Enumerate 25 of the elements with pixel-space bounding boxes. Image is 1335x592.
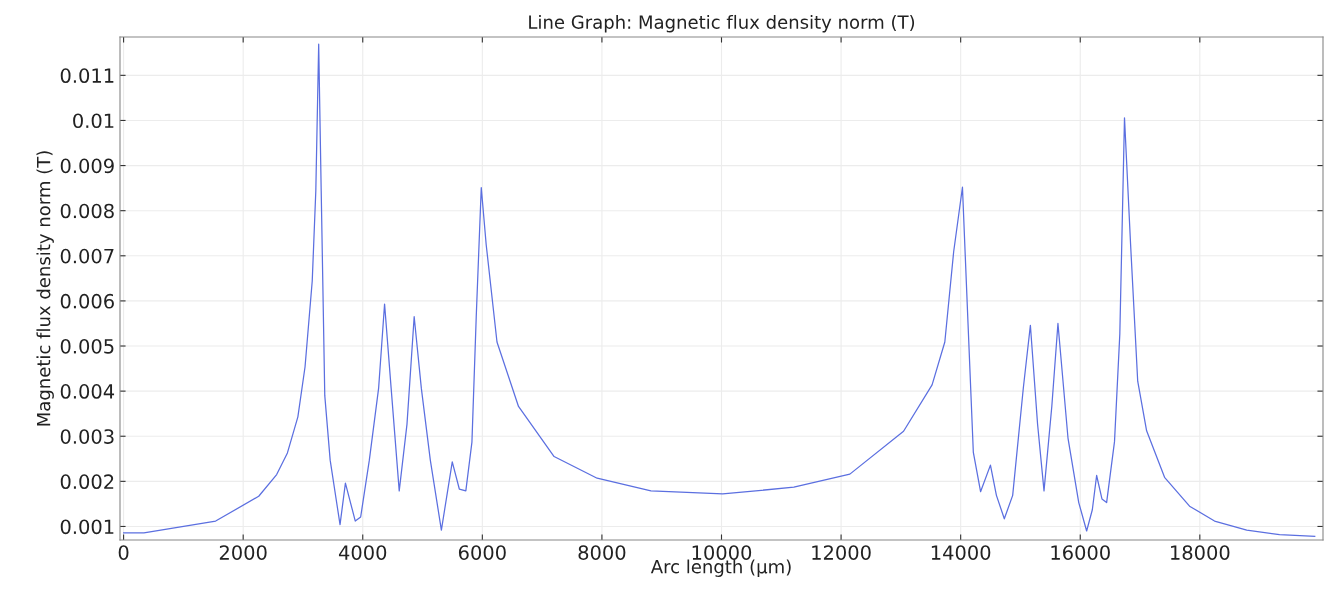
y-axis-title: Magnetic flux density norm (T): [36, 151, 54, 426]
y-tick-label: 0.007: [60, 248, 114, 264]
y-tick-label: 0.001: [60, 519, 114, 535]
x-tick-label: 14000: [931, 545, 991, 560]
x-tick-label: 6000: [458, 545, 506, 560]
x-tick-label: 18000: [1171, 545, 1230, 560]
x-tick-label: 2000: [219, 545, 267, 560]
y-tick-label: 0.009: [60, 158, 114, 174]
y-tick-label: 0.011: [60, 68, 114, 84]
y-tick-label: 0.003: [60, 429, 114, 444]
x-tick-label: 16000: [1051, 545, 1110, 560]
y-tick-label: 0.004: [60, 384, 115, 399]
y-tick-label: 0.01: [73, 113, 114, 129]
x-tick-label: 8000: [578, 545, 626, 560]
y-tick-label: 0.005: [60, 338, 114, 354]
x-axis-title: Arc length (µm): [650, 559, 791, 577]
x-tick-label: 12000: [812, 545, 871, 560]
x-tick-label: 10000: [692, 545, 752, 560]
y-tick-label: 0.008: [60, 203, 114, 219]
chart-title: Line Graph: Magnetic flux density norm (T): [529, 14, 915, 33]
y-tick-label: 0.006: [60, 293, 114, 309]
x-tick-label: 4000: [338, 545, 387, 560]
x-tick-label: 0: [118, 545, 129, 560]
y-tick-label: 0.002: [60, 474, 114, 490]
line-series: [122, 43, 1316, 538]
